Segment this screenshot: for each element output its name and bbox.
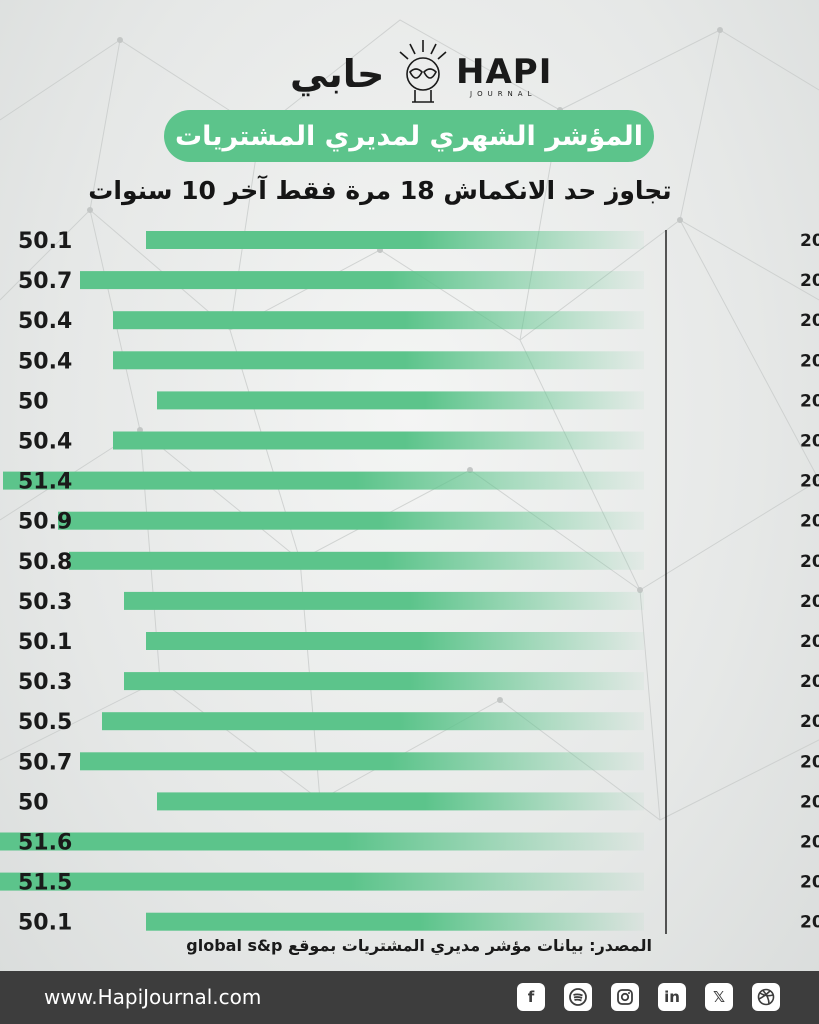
bar — [102, 712, 644, 731]
linkedin-icon[interactable]: in — [658, 983, 686, 1011]
category-label: أغسطس 2018 — [800, 710, 819, 732]
value-label: 50.1 — [18, 630, 72, 655]
bar — [113, 431, 644, 450]
category-label: يناير 2025 — [800, 271, 819, 291]
brand-latin-sub: JOURNAL — [470, 90, 537, 98]
value-label: 50.4 — [18, 430, 72, 455]
value-label: 51.4 — [18, 470, 72, 495]
spotify-icon[interactable] — [564, 983, 592, 1011]
value-label: 50.5 — [18, 710, 72, 735]
source-note: المصدر: بيانات مؤشر مديري المشتريات بموق… — [186, 936, 652, 955]
bar — [157, 792, 644, 811]
bar — [69, 551, 644, 570]
facebook-icon[interactable]: f — [517, 983, 545, 1011]
bar — [124, 591, 644, 610]
bar — [157, 391, 644, 410]
instagram-icon[interactable] — [611, 983, 639, 1011]
category-label: يوليو 2018 — [800, 672, 819, 692]
category-label: سبتمبر 2020 — [800, 432, 819, 452]
value-label: 50.7 — [18, 269, 72, 294]
bar — [113, 351, 644, 370]
category-label: مارس 2015 — [800, 833, 819, 853]
bar — [0, 872, 644, 891]
value-label: 50.3 — [18, 670, 72, 695]
dribbble-icon[interactable] — [752, 983, 780, 1011]
footer-bar: www.HapiJournal.com f in 𝕏 — [0, 971, 819, 1024]
value-label: 50.4 — [18, 309, 72, 334]
value-label: 50.4 — [18, 349, 72, 374]
category-label: أبريل 2015 — [800, 871, 819, 893]
category-label: سبتمبر 2024 — [800, 311, 819, 331]
category-label: أبريل 2018 — [800, 630, 819, 652]
pmi-bar-chart: 50.1 فبراير 2025 50.7 يناير 2025 50.4 سبتمبر … — [0, 229, 819, 936]
emblem-icon — [399, 40, 447, 103]
category-label: نوفمبر 2017 — [800, 752, 819, 772]
x-icon[interactable]: 𝕏 — [705, 983, 733, 1011]
value-label: 50.3 — [18, 590, 72, 615]
value-label: 50.1 — [18, 229, 72, 254]
value-label: 51.6 — [18, 831, 72, 856]
category-label: مايو 2015 — [800, 913, 819, 933]
bar — [146, 912, 644, 931]
category-label: فبراير 2015 — [800, 792, 819, 812]
bar — [58, 511, 644, 530]
category-label: نوفمبر 2020 — [800, 512, 819, 532]
category-label: أغسطس 2024 — [800, 349, 819, 371]
bar — [80, 271, 644, 290]
bar — [0, 832, 644, 851]
value-label: 50.9 — [18, 510, 72, 535]
bar — [113, 311, 644, 330]
bar — [146, 231, 644, 249]
bar — [3, 471, 644, 490]
bar — [146, 632, 644, 650]
category-label: فبراير 2025 — [800, 231, 819, 251]
value-label: 50.1 — [18, 911, 72, 936]
bar — [80, 752, 644, 771]
value-label: 50.8 — [18, 550, 72, 575]
brand-arabic-name: حابي — [290, 52, 385, 96]
category-label: أبريل 2019 — [800, 550, 819, 572]
brand-latin-name: HAPI — [456, 52, 553, 92]
category-label: يوليو 2019 — [800, 592, 819, 612]
bar — [124, 672, 644, 691]
value-label: 50.7 — [18, 750, 72, 775]
website-link[interactable]: www.HapiJournal.com — [44, 985, 262, 1009]
value-label: 51.5 — [18, 871, 72, 896]
value-label: 50 — [18, 790, 49, 815]
category-label: أكتوبر 2020 — [800, 470, 819, 492]
page-subtitle: تجاوز حد الانكماش 18 مرة فقط آخر 10 سنوا… — [88, 176, 672, 205]
category-label: يونيو 2021 — [800, 391, 819, 411]
page-title: المؤشر الشهري لمديري المشتريات — [164, 110, 654, 162]
brand-logo: حابي HAPI JOURNAL — [0, 38, 819, 108]
value-label: 50 — [18, 389, 49, 414]
